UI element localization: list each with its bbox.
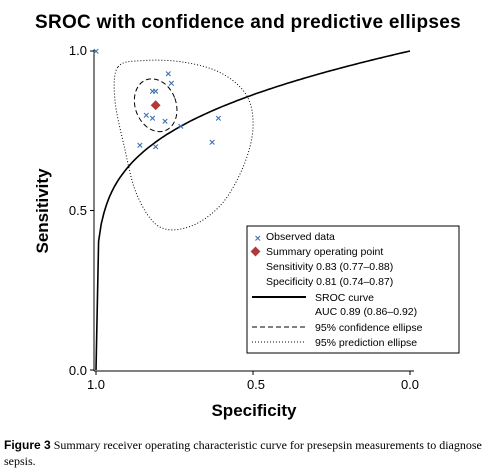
legend-confidence-label: 95% confidence ellipse (315, 322, 423, 334)
legend-observed-label: Observed data (266, 231, 335, 243)
legend-sroc-auc: AUC 0.89 (0.86–0.92) (315, 306, 417, 318)
x-axis-title: Specificity (211, 401, 297, 420)
legend: × Observed data Summary operating point … (247, 226, 459, 353)
y-tick-label-0-5: 0.5 (69, 203, 87, 218)
observed-data-point: × (208, 138, 216, 148)
figure-caption: Figure 3 Summary receiver operating char… (4, 437, 492, 469)
legend-summary-specificity: Specificity 0.81 (0.74–0.87) (266, 276, 393, 288)
figure-caption-text: Summary receiver operating characteristi… (4, 438, 482, 468)
legend-observed-marker: × (254, 234, 262, 244)
observed-data-point: × (161, 117, 169, 127)
y-tick-label-1-0: 1.0 (69, 43, 87, 58)
y-tick-label-0-0: 0.0 (69, 363, 87, 378)
figure-caption-label: Figure 3 (4, 438, 51, 452)
legend-summary-sensitivity: Sensitivity 0.83 (0.77–0.88) (266, 261, 393, 273)
observed-data-point: × (168, 79, 176, 89)
observed-data-point: × (149, 87, 157, 97)
observed-data-point: × (149, 114, 157, 124)
observed-data-point: × (215, 114, 223, 124)
observed-data-point: × (152, 143, 160, 153)
observed-data-point: × (177, 122, 185, 132)
observed-data-point: × (92, 47, 100, 57)
sroc-chart: 1.0 0.5 0.0 0.0 0.5 1.0 Specificity Sens… (0, 0, 496, 430)
y-axis-title: Sensitivity (33, 168, 52, 254)
x-tick-label-0-0: 0.0 (401, 377, 419, 392)
legend-summary-label: Summary operating point (266, 246, 383, 258)
legend-sroc-label: SROC curve (315, 292, 374, 304)
legend-prediction-label: 95% prediction ellipse (315, 337, 417, 349)
x-tick-label-0-5: 0.5 (247, 377, 265, 392)
observed-data-points: ××××××× × ××× × × (92, 47, 222, 153)
x-tick-label-1-0: 1.0 (87, 377, 105, 392)
prediction-ellipse (114, 60, 253, 230)
summary-operating-point (151, 100, 161, 110)
observed-data-point: × (136, 141, 144, 151)
observed-data-point: × (164, 69, 172, 79)
